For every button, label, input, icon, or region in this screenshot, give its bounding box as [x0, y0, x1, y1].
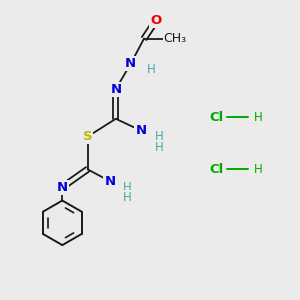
- Text: N: N: [57, 181, 68, 194]
- Text: H: H: [154, 140, 163, 154]
- Text: N: N: [136, 124, 147, 137]
- Text: O: O: [150, 14, 162, 27]
- Text: N: N: [110, 82, 122, 96]
- Text: H: H: [254, 163, 263, 176]
- Text: H: H: [254, 111, 263, 124]
- Text: H: H: [147, 63, 156, 76]
- Text: S: S: [83, 130, 92, 143]
- Text: CH₃: CH₃: [164, 32, 187, 45]
- Text: Cl: Cl: [209, 163, 224, 176]
- Text: H: H: [154, 130, 163, 143]
- Text: H: H: [123, 181, 132, 194]
- Text: N: N: [125, 57, 136, 70]
- Text: Cl: Cl: [209, 111, 224, 124]
- Text: N: N: [104, 175, 116, 188]
- Text: H: H: [123, 191, 132, 204]
